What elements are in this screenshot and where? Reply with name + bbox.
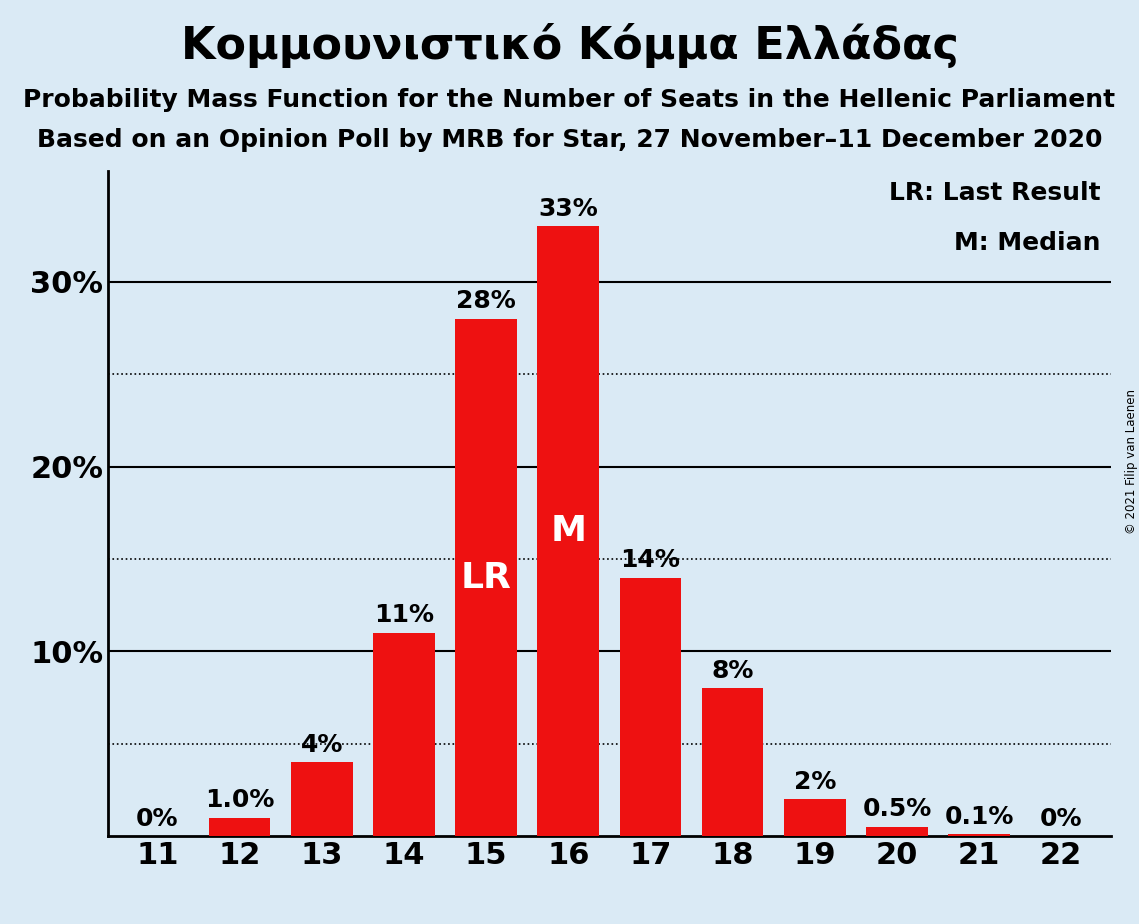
Bar <box>374 633 435 836</box>
Text: 0%: 0% <box>1040 807 1082 831</box>
Text: LR: LR <box>460 561 511 594</box>
Text: 2%: 2% <box>794 770 836 794</box>
Text: M: M <box>550 515 587 548</box>
Text: 28%: 28% <box>457 289 516 313</box>
Text: Probability Mass Function for the Number of Seats in the Hellenic Parliament: Probability Mass Function for the Number… <box>24 88 1115 112</box>
Text: M: Median: M: Median <box>954 231 1100 255</box>
Text: 14%: 14% <box>621 548 680 572</box>
Bar <box>620 578 681 836</box>
Bar <box>866 827 928 836</box>
Text: Κομμουνιστικό Κόμμα Ελλάδας: Κομμουνιστικό Κόμμα Ελλάδας <box>181 23 958 68</box>
Text: 1.0%: 1.0% <box>205 788 274 812</box>
Bar <box>949 834 1010 836</box>
Text: Based on an Opinion Poll by MRB for Star, 27 November–11 December 2020: Based on an Opinion Poll by MRB for Star… <box>36 128 1103 152</box>
Text: © 2021 Filip van Laenen: © 2021 Filip van Laenen <box>1124 390 1138 534</box>
Text: LR: Last Result: LR: Last Result <box>888 181 1100 205</box>
Text: 33%: 33% <box>539 197 598 221</box>
Bar <box>456 319 517 836</box>
Text: 0%: 0% <box>137 807 179 831</box>
Bar <box>702 688 763 836</box>
Bar <box>784 799 845 836</box>
Bar <box>208 818 270 836</box>
Bar <box>538 226 599 836</box>
Text: 11%: 11% <box>374 603 434 627</box>
Bar <box>290 762 353 836</box>
Text: 0.5%: 0.5% <box>862 797 932 821</box>
Text: 8%: 8% <box>712 659 754 683</box>
Text: 4%: 4% <box>301 733 343 757</box>
Text: 0.1%: 0.1% <box>944 805 1014 829</box>
